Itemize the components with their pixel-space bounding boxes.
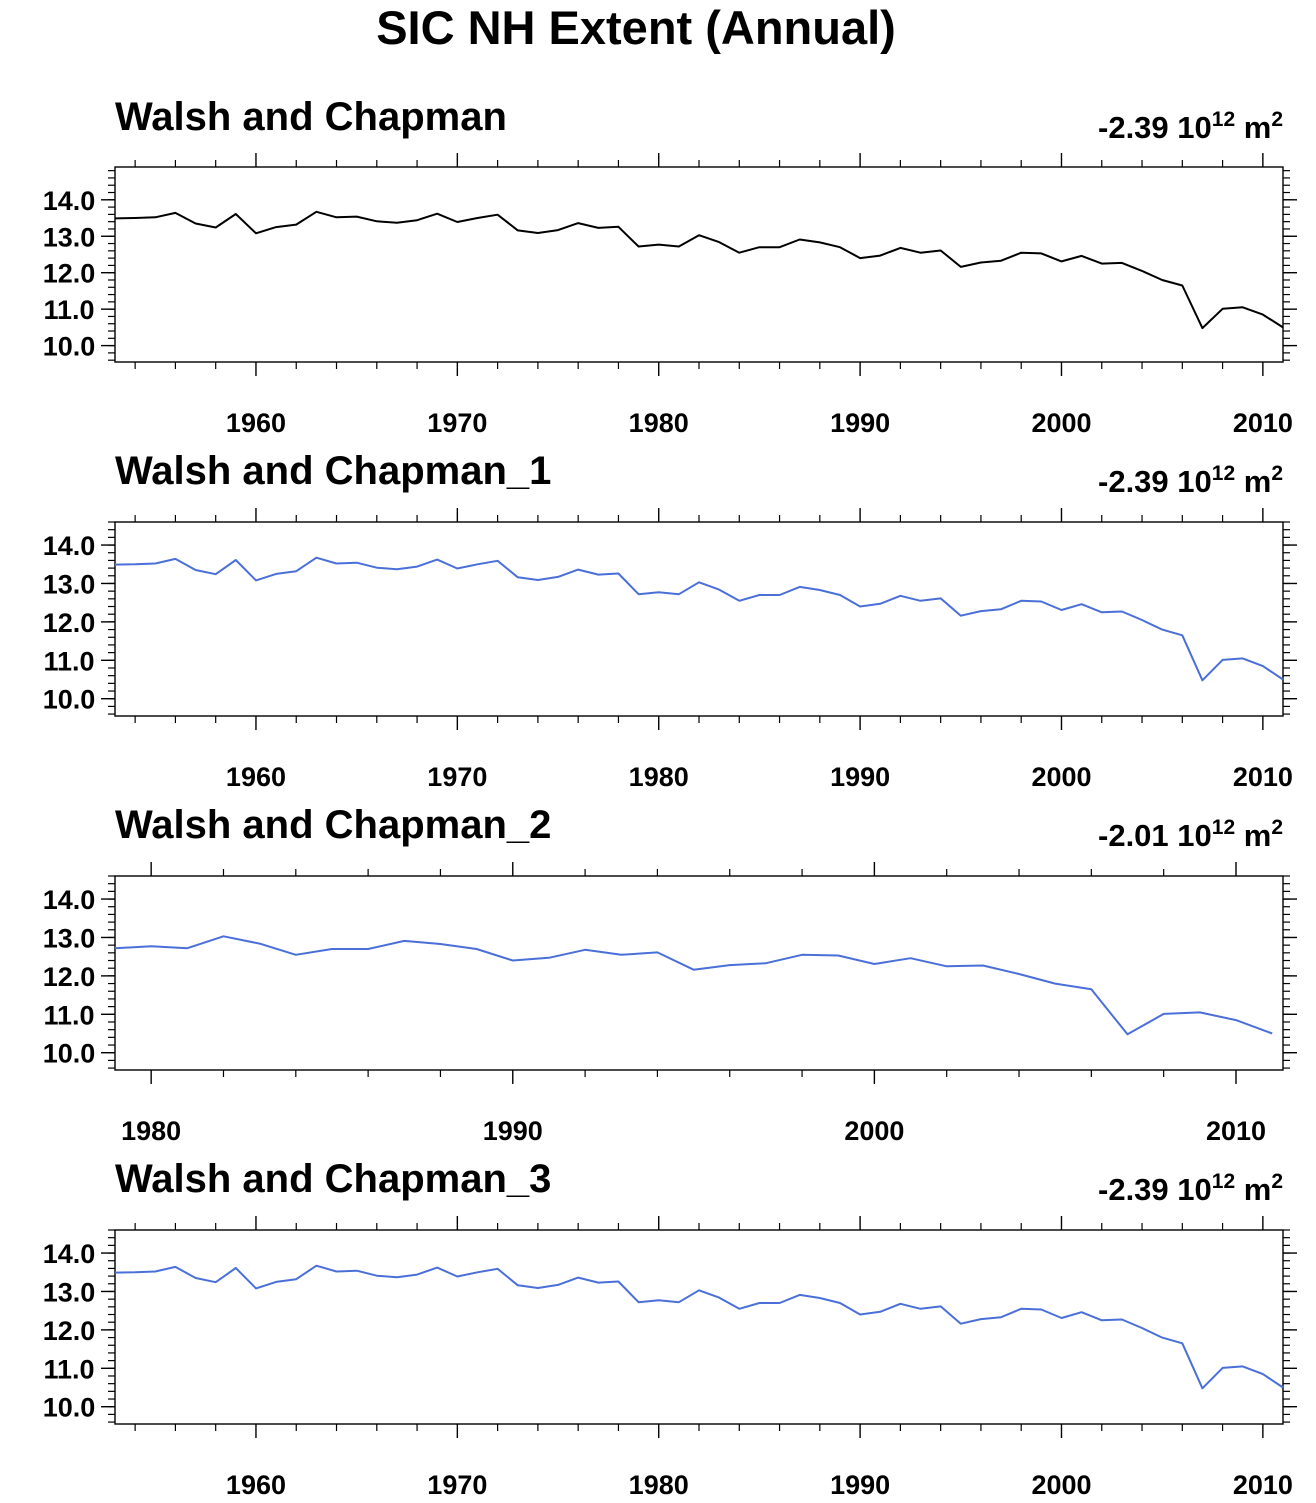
- chart-panel-2: Walsh and Chapman_1 -2.39 1012 m2 10.0 11.0…: [43, 449, 1297, 792]
- x-tick-label: 1980: [629, 762, 689, 792]
- y-tick-label: 11.0: [43, 1354, 94, 1384]
- panel-title: Walsh and Chapman: [115, 95, 507, 139]
- x-tick-label: 1960: [226, 1470, 286, 1500]
- figure-title: SIC NH Extent (Annual): [376, 1, 896, 54]
- x-tick-label: 1980: [629, 408, 689, 438]
- panel-title: Walsh and Chapman_3: [115, 1157, 551, 1201]
- y-tick-label: 14.0: [43, 186, 96, 216]
- trend-annotation: -2.39 1012 m2: [1098, 108, 1283, 145]
- x-tick-label: 1990: [830, 1470, 890, 1500]
- y-tick-label: 14.0: [43, 1239, 96, 1269]
- y-tick-label: 10.0: [43, 332, 96, 362]
- y-tick-label: 13.0: [43, 923, 96, 953]
- plot-frame: [114, 521, 1284, 717]
- x-tick-label: 1980: [121, 1116, 181, 1146]
- trend-annotation: -2.01 1012 m2: [1098, 816, 1283, 853]
- x-tick-label: 2010: [1206, 1116, 1266, 1146]
- plot-frame: [114, 166, 1284, 363]
- series-line: [114, 210, 1284, 330]
- y-tick-label: 12.0: [43, 608, 96, 638]
- y-tick-label: 11.0: [43, 295, 94, 325]
- y-tick-label: 14.0: [43, 531, 96, 561]
- x-tick-label: 1960: [226, 408, 286, 438]
- x-tick-label: 1990: [830, 762, 890, 792]
- x-tick-label: 1980: [629, 1470, 689, 1500]
- y-tick-label: 12.0: [43, 962, 96, 992]
- y-tick-label: 13.0: [43, 1277, 96, 1307]
- x-tick-label: 2000: [1031, 1470, 1091, 1500]
- chart-panel-4: Walsh and Chapman_3 -2.39 1012 m2 10.0 11.0…: [43, 1157, 1297, 1500]
- y-tick-label: 10.0: [43, 1039, 96, 1069]
- panels: Walsh and Chapman -2.39 1012 m2 10.0 11.0 12…: [43, 95, 1297, 1500]
- x-tick-label: 2000: [844, 1116, 904, 1146]
- x-tick-label: 1970: [427, 762, 487, 792]
- x-tick-label: 1970: [427, 1470, 487, 1500]
- chart-panel-3: Walsh and Chapman_2 -2.01 1012 m2 10.0 11.0…: [43, 803, 1297, 1146]
- x-tick-label: 1990: [483, 1116, 543, 1146]
- trend-annotation: -2.39 1012 m2: [1098, 462, 1283, 499]
- plot-frame: [114, 1229, 1284, 1425]
- panel-title: Walsh and Chapman_2: [115, 803, 551, 847]
- y-tick-label: 13.0: [43, 569, 96, 599]
- x-tick-label: 2010: [1233, 1470, 1293, 1500]
- series-line: [114, 935, 1273, 1036]
- x-tick-label: 1960: [226, 762, 286, 792]
- x-tick-label: 2000: [1031, 762, 1091, 792]
- y-tick-label: 10.0: [43, 1393, 96, 1423]
- x-tick-label: 1970: [427, 408, 487, 438]
- series-line: [114, 1264, 1284, 1390]
- y-tick-label: 11.0: [43, 1000, 94, 1030]
- y-tick-label: 13.0: [43, 222, 96, 252]
- x-tick-label: 1990: [830, 408, 890, 438]
- x-tick-label: 2010: [1233, 762, 1293, 792]
- trend-annotation: -2.39 1012 m2: [1098, 1170, 1283, 1207]
- y-tick-label: 11.0: [43, 646, 94, 676]
- panel-title: Walsh and Chapman_1: [115, 449, 551, 493]
- x-tick-label: 2010: [1233, 408, 1293, 438]
- chart-panel-1: Walsh and Chapman -2.39 1012 m2 10.0 11.0 12…: [43, 95, 1297, 438]
- x-tick-label: 2000: [1031, 408, 1091, 438]
- y-tick-label: 14.0: [43, 885, 96, 915]
- series-line: [114, 556, 1284, 682]
- y-tick-label: 12.0: [43, 1316, 96, 1346]
- y-tick-label: 12.0: [43, 259, 96, 289]
- plot-frame: [114, 875, 1284, 1071]
- y-tick-label: 10.0: [43, 685, 96, 715]
